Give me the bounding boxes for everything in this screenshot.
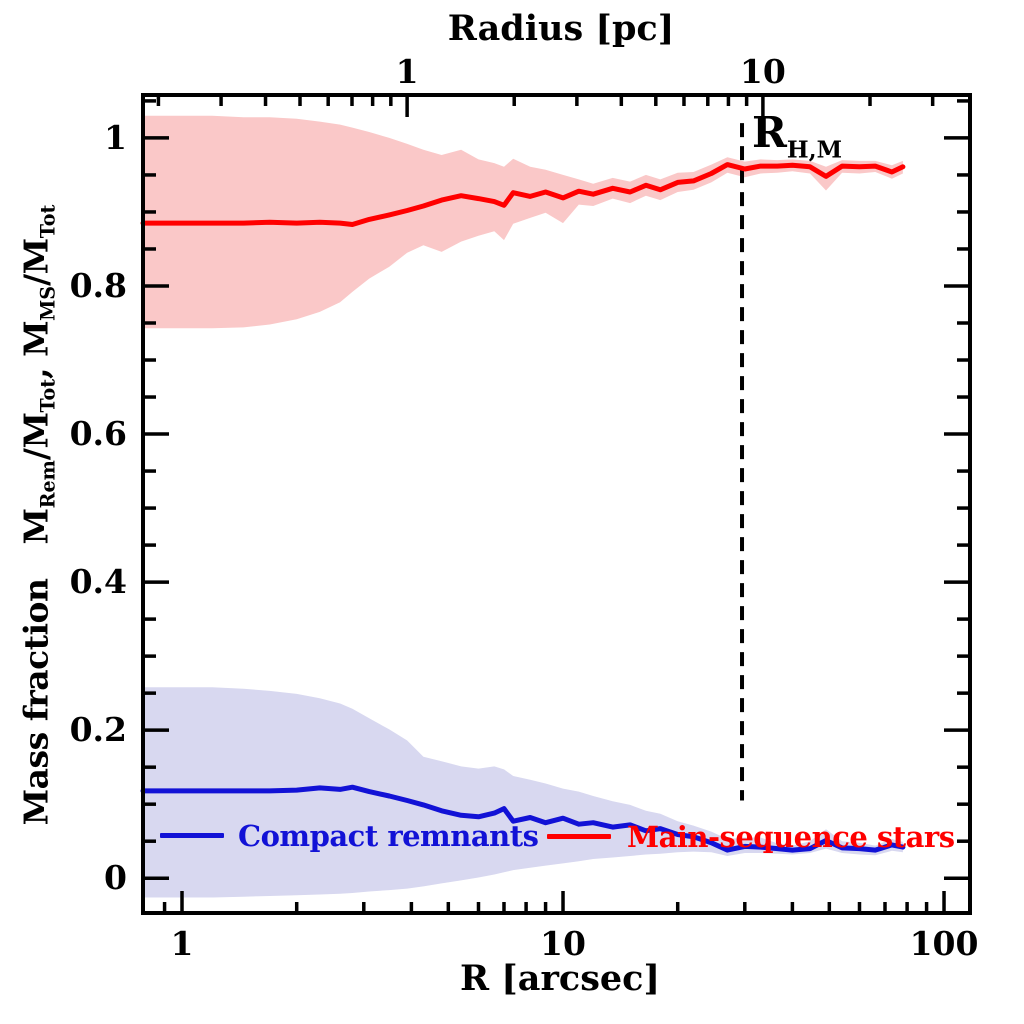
y-axis-title-math: MRem/MTot, MMS/MTot <box>16 204 60 545</box>
y-tick-label: 1 <box>104 118 127 157</box>
legend-label-compact-remnants: Compact remnants <box>238 819 539 853</box>
legend-label-main-sequence: Main-sequence stars <box>627 820 955 854</box>
curves <box>140 162 906 853</box>
main-sequence-stars-band <box>143 115 903 329</box>
y-tick-label: 0.4 <box>70 562 127 601</box>
y-tick-label: 0 <box>104 858 127 897</box>
uncertainty-bands <box>143 115 903 898</box>
x-tick-label: 100 <box>910 924 979 963</box>
bottom-axis-title: R [arcsec] <box>459 958 661 999</box>
y-tick-label: 0.8 <box>70 266 127 305</box>
y-tick-label: 0.6 <box>70 414 127 453</box>
half-mass-radius-label: RH,M <box>752 108 843 164</box>
legend-line-main-sequence <box>547 834 611 839</box>
legend-line-compact-remnants <box>160 833 224 838</box>
y-tick-label: 0.2 <box>70 710 127 749</box>
axis-ticks <box>143 95 970 913</box>
x-top-tick-label: 10 <box>740 52 786 91</box>
compact-remnants-line <box>140 784 906 853</box>
top-axis-title: Radius [pc] <box>447 8 675 49</box>
plot-frame <box>141 93 972 915</box>
x-top-tick-label: 1 <box>396 52 419 91</box>
main-sequence-stars-line <box>140 162 906 227</box>
y-axis-title: Mass fraction MRem/MTot, MMS/MTot <box>17 205 60 826</box>
y-axis-title-text: Mass fraction <box>16 578 56 826</box>
x-tick-label: 1 <box>171 924 194 963</box>
x-tick-label: 10 <box>540 924 586 963</box>
